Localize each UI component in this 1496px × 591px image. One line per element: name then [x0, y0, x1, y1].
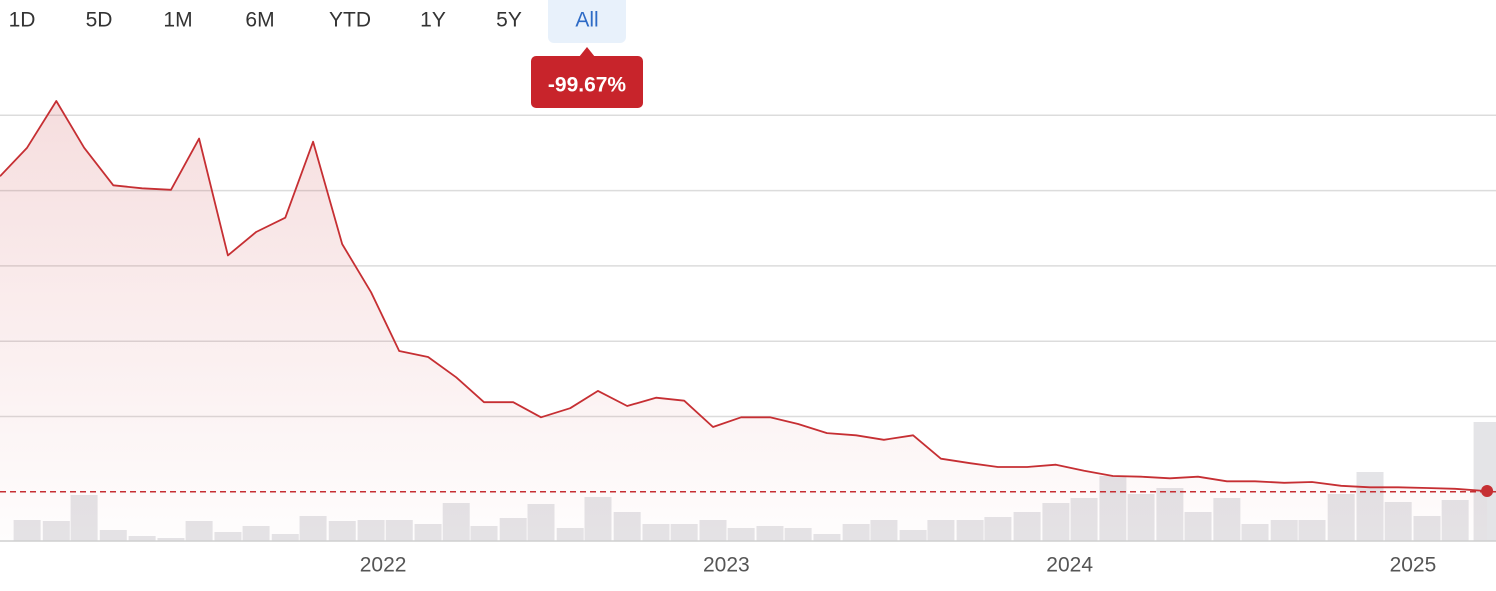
x-tick-label: 2022: [360, 554, 407, 577]
tab-label: 1D: [9, 9, 36, 32]
range-tab[interactable]: YTD: [329, 9, 371, 32]
range-tab[interactable]: 6M: [245, 9, 274, 32]
range-tab[interactable]: 1M: [163, 9, 192, 32]
range-tab[interactable]: All: [548, 0, 626, 43]
x-tick-label: 2025: [1390, 554, 1437, 577]
x-tick-label: 2023: [703, 554, 750, 577]
tab-highlight: [548, 0, 626, 43]
range-tab[interactable]: 5Y: [496, 9, 522, 32]
price-line: [0, 100, 1488, 492]
end-point: [1481, 485, 1494, 498]
tab-label: YTD: [329, 9, 371, 32]
tab-label: 5Y: [496, 9, 522, 32]
x-tick-label: 2024: [1046, 554, 1093, 577]
range-tab[interactable]: 1D: [9, 9, 36, 32]
tab-label: 1Y: [420, 9, 446, 32]
tab-label: 1M: [163, 9, 192, 32]
change-badge: -99.67%: [531, 47, 643, 108]
range-tab[interactable]: 5D: [86, 9, 113, 32]
tab-label: All: [575, 9, 598, 32]
badge-box: [531, 56, 643, 108]
price-area: [0, 101, 1488, 540]
tab-label: 5D: [86, 9, 113, 32]
tab-label: 6M: [245, 9, 274, 32]
badge-text: -99.67%: [548, 74, 627, 97]
badge-pointer: [579, 47, 595, 57]
range-tab[interactable]: 1Y: [420, 9, 446, 32]
